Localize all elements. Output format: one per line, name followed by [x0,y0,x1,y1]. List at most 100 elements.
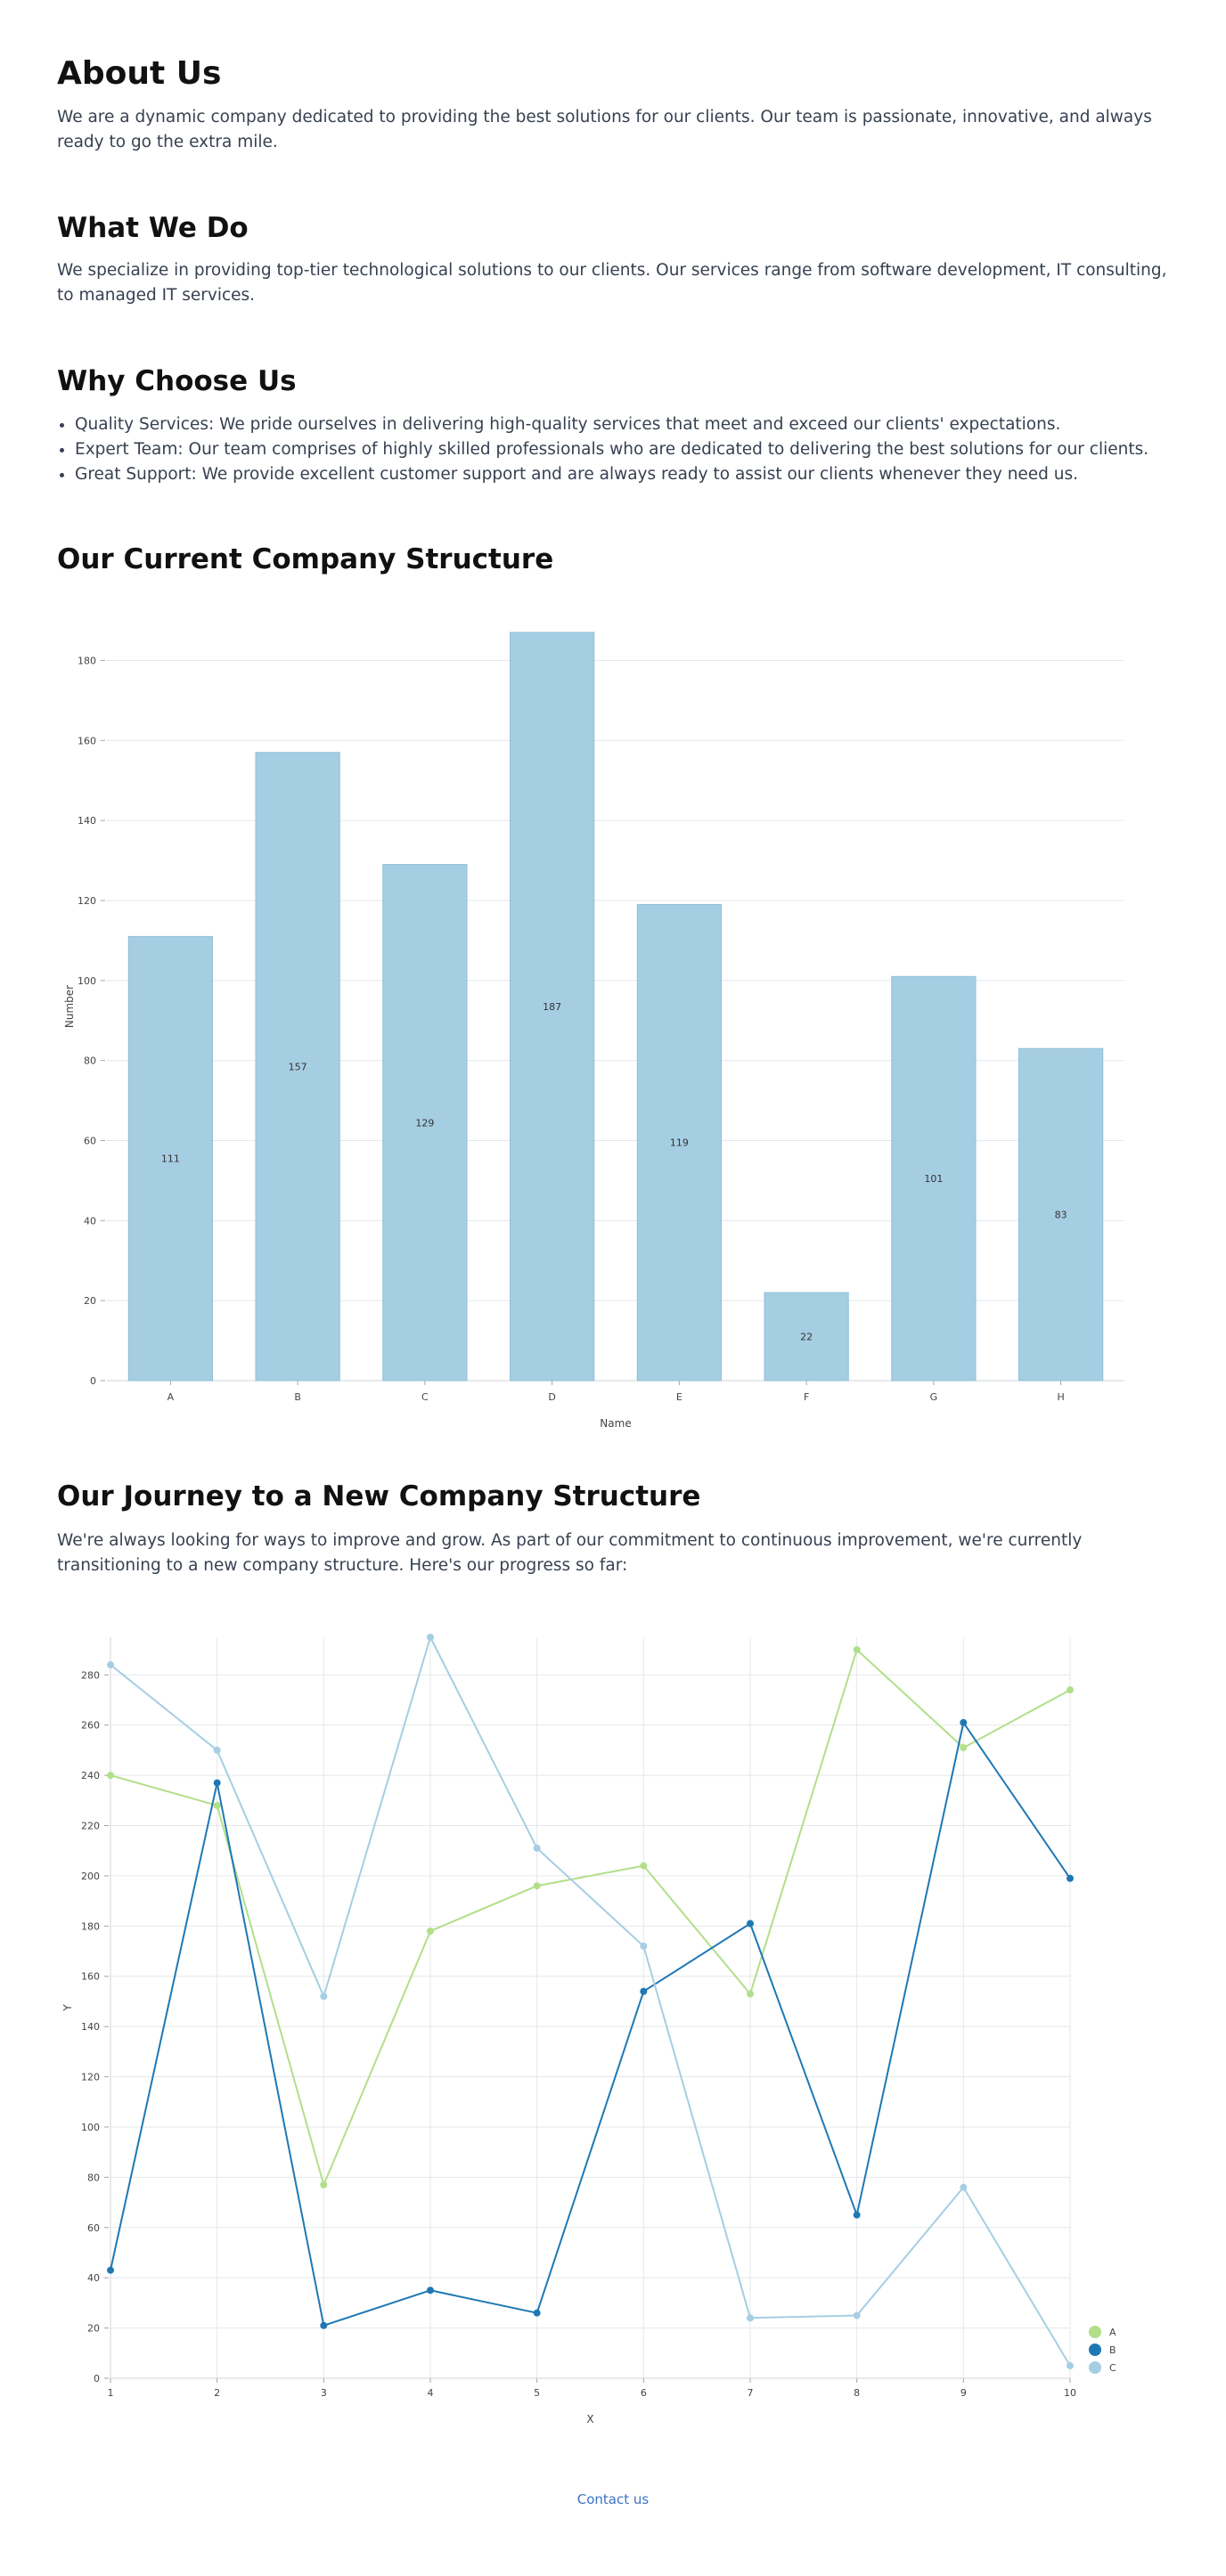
legend-swatch [1089,2344,1101,2356]
x-tick-label: 6 [641,2387,647,2399]
what-title: What We Do [57,212,249,244]
bar [891,975,977,1382]
y-tick-label: 220 [81,1821,100,1832]
data-point-A [427,1927,434,1935]
y-tick-label: 0 [90,1375,96,1387]
y-tick-label: 140 [78,815,96,827]
y-axis-label: Y [61,2004,74,2012]
list-item: Great Support: We provide excellent cust… [75,462,1197,487]
y-axis-label: Number [63,985,76,1028]
x-tick-label: 9 [960,2387,967,2399]
data-point-A [320,2181,328,2189]
bar-chart: 0 20 40 60 80 100 120 140 160 180 111 A 157 B 129 C 187 D… [63,632,1124,1430]
x-tick-label: 10 [1064,2387,1076,2399]
y-tick-label: 120 [78,895,96,907]
y-tick-label: 180 [81,1920,100,1932]
y-tick-label: 120 [81,2072,100,2083]
series-line-C [110,1636,1071,2367]
line-chart: 1 2 3 4 5 6 7 8 9 1002040608010012014016018020022… [61,1634,1116,2425]
x-tick-label: 2 [214,2387,220,2399]
bar-value-label: 129 [415,1117,434,1129]
data-point-B [853,2211,861,2219]
y-tick-label: 180 [78,655,96,666]
y-tick-label: 0 [94,2373,100,2384]
data-point-A [107,1772,114,1780]
x-tick-label: D [548,1391,555,1403]
y-tick-label: 260 [81,1720,100,1732]
series-line-A [110,1649,1071,2186]
y-tick-label: 280 [81,1669,100,1681]
x-tick-label: 8 [854,2387,860,2399]
y-tick-label: 60 [84,1135,96,1146]
data-point-C [427,1634,434,1641]
x-tick-label: 4 [428,2387,434,2399]
data-point-A [853,1646,861,1654]
data-point-C [213,1746,221,1754]
y-tick-label: 40 [84,1215,96,1227]
contact-link[interactable]: Contact us [576,2491,650,2507]
legend-swatch [1089,2326,1101,2338]
y-tick-label: 20 [84,1295,96,1307]
bar [1018,1048,1104,1382]
legend-label: B [1109,2344,1116,2356]
structure-title: Our Current Company Structure [57,543,554,575]
x-tick-label: 3 [321,2387,327,2399]
y-tick-label: 160 [81,1971,100,1983]
data-point-B [107,2266,114,2274]
data-point-C [640,1942,648,1950]
data-point-C [1067,2361,1074,2369]
x-tick-label: B [294,1391,301,1403]
data-point-A [213,1801,221,1809]
legend-label: C [1109,2362,1116,2374]
what-text: We specialize in providing top-tier tech… [57,261,1167,305]
bar-value-label: 111 [161,1153,180,1165]
bar [382,864,468,1382]
data-point-C [853,2311,861,2319]
journey-text: We're always looking for ways to improve… [57,1531,1083,1575]
bar [764,1292,849,1382]
why-list: Quality Services: We pride ourselves in … [57,412,1197,487]
y-tick-label: 140 [81,2021,100,2033]
x-tick-label: F [804,1391,809,1403]
data-point-B [747,1920,754,1928]
y-tick-label: 80 [84,1056,96,1067]
bar [127,935,213,1382]
data-point-B [213,1779,221,1787]
bar-value-label: 157 [289,1061,307,1072]
data-point-B [320,2321,328,2329]
x-tick-label: 5 [534,2387,540,2399]
legend-label: A [1109,2327,1116,2338]
y-tick-label: 20 [87,2323,100,2335]
x-tick-label: G [930,1391,938,1403]
bar-value-label: 119 [670,1137,689,1149]
list-item: Expert Team: Our team comprises of highl… [75,437,1197,462]
y-tick-label: 100 [81,2122,100,2133]
data-point-B [640,1987,648,1995]
bar [636,903,722,1382]
data-point-A [533,1882,541,1890]
y-tick-label: 100 [78,975,96,987]
x-axis-label: Name [600,1417,631,1430]
data-point-C [320,1993,328,2001]
data-point-B [1067,1874,1074,1882]
x-tick-label: H [1057,1391,1064,1403]
data-point-A [640,1862,648,1870]
about-title: About Us [57,55,222,92]
data-point-B [533,2309,541,2317]
data-point-A [1067,1686,1074,1694]
y-tick-label: 240 [81,1770,100,1781]
bar-value-label: 83 [1055,1210,1067,1221]
bar [510,632,595,1382]
why-title: Why Choose Us [57,365,297,397]
data-point-C [747,2314,754,2322]
data-point-B [960,1718,968,1726]
x-tick-label: C [421,1391,429,1403]
list-item: Quality Services: We pride ourselves in … [75,412,1197,437]
x-tick-label: A [168,1391,175,1403]
x-tick-label: 1 [108,2387,114,2399]
y-tick-label: 160 [78,735,96,746]
y-tick-label: 60 [87,2222,100,2234]
y-tick-label: 80 [87,2172,100,2183]
bar-value-label: 187 [543,1001,561,1013]
